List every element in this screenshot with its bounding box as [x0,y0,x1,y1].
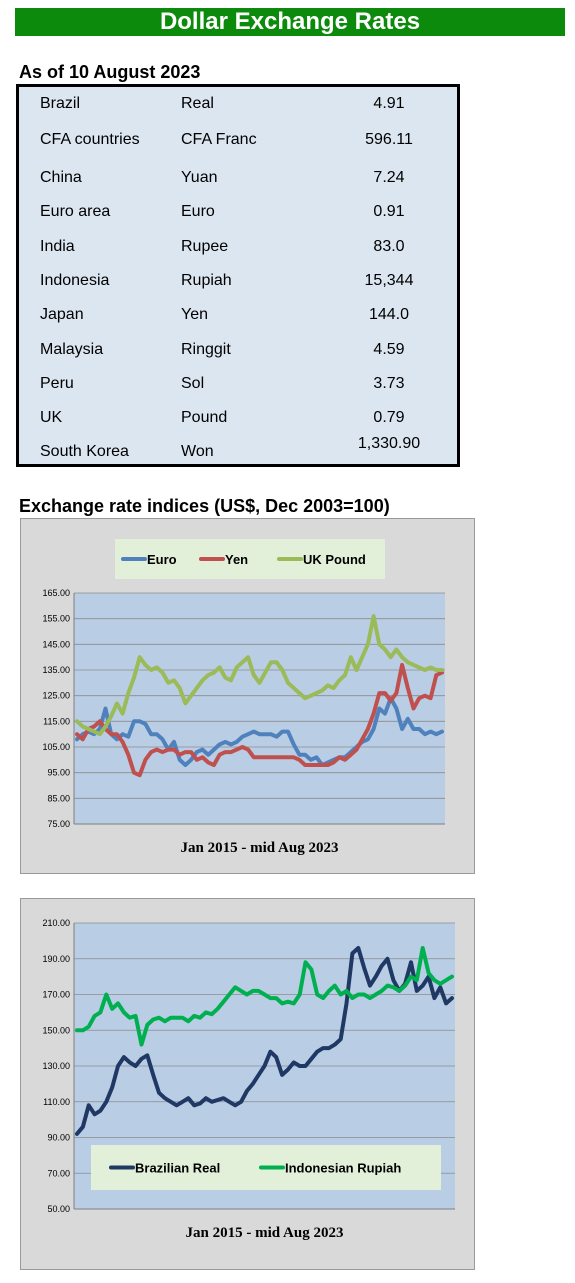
chart-euro-yen-pound-svg: 75.00 85.00 95.00 105.00 115.00 125.00 135.00 1… [42,539,445,856]
currency-cell: Pound [181,409,228,426]
series-line-uk-pound [75,614,444,737]
x-axis-label: Jan 2015 - mid Aug 2023 [186,1225,344,1241]
y-tick-label: 90.00 [47,1133,70,1143]
country-cell: Peru [40,375,74,392]
country-cell: CFA countries [40,131,140,148]
currency-cell: Yuan [181,169,218,186]
country-cell: South Korea [40,443,129,460]
exchange-rate-table: Brazil Real 4.91 CFA countries CFA Franc 596.… [16,84,460,467]
chart-real-rupiah-svg: 50.00 70.00 90.00 110.00 130.00 150.00 170.00 1… [42,918,455,1241]
legend-label: Euro [147,552,177,567]
series-line-brazilian-real [75,946,454,1136]
rate-value-cell: 4.59 [373,341,405,358]
y-tick-label: 105.00 [42,742,70,752]
currency-cell: Euro [181,203,215,220]
currency-cell: CFA Franc [181,131,257,148]
legend-label: UK Pound [303,552,366,567]
country-cell: Indonesia [40,272,110,289]
country-cell: Malaysia [40,341,104,358]
table-row: South Korea Won 1,330.90 [19,435,457,465]
y-tick-label: 130.00 [42,1061,70,1071]
plot-area [74,593,445,824]
y-tick-label: 170.00 [42,990,70,1000]
currency-cell: Rupiah [181,272,232,289]
rate-value-cell: 1,330.90 [357,435,421,452]
series-line-yen [75,662,444,778]
currency-cell: Sol [181,375,205,392]
y-tick-label: 125.00 [42,691,70,701]
rate-value-cell: 7.24 [373,169,405,186]
rate-value-cell: 15,344 [364,272,414,289]
table-row: Brazil Real 4.91 [19,95,457,125]
rate-value-cell: 144.0 [368,306,410,323]
country-cell: Brazil [40,95,81,112]
table-row: Peru Sol 3.73 [19,375,457,405]
y-tick-label: 50.00 [47,1204,70,1214]
y-tick-label: 70.00 [47,1168,70,1178]
rate-value-cell: 596.11 [365,131,413,148]
rate-value-cell: 4.91 [373,95,405,112]
rate-value-cell: 0.79 [373,409,405,426]
currency-cell: Real [181,95,214,112]
currency-cell: Rupee [181,238,229,255]
currency-cell: Yen [181,306,208,323]
table-row: CFA countries CFA Franc 596.11 [19,131,457,161]
table-row: Euro area Euro 0.91 [19,203,457,233]
table-row: India Rupee 83.0 [19,238,457,268]
table-row: China Yuan 7.24 [19,169,457,199]
chart-real-rupiah: 50.00 70.00 90.00 110.00 130.00 150.00 170.00 1… [20,898,475,1270]
rate-value-cell: 3.73 [373,375,405,392]
y-tick-label: 110.00 [43,1097,70,1107]
legend-label: Indonesian Rupiah [285,1161,401,1176]
country-cell: China [40,169,82,186]
rate-value-cell: 0.91 [373,203,405,220]
legend-box [115,539,385,579]
chart-euro-yen-pound: 75.00 85.00 95.00 105.00 115.00 125.00 135.00 1… [20,518,475,874]
country-cell: India [40,238,75,255]
table-row: Indonesia Rupiah 15,344 [19,272,457,302]
y-tick-label: 145.00 [42,639,70,649]
y-tick-label: 150.00 [42,1025,70,1035]
country-cell: Japan [40,306,84,323]
y-tick-label: 190.00 [42,954,70,964]
page-title: Dollar Exchange Rates [15,8,565,36]
y-tick-label: 210.00 [42,918,70,928]
legend-label: Yen [225,552,248,567]
y-tick-label: 135.00 [42,665,70,675]
y-tick-label: 95.00 [47,768,70,778]
as-of-date: As of 10 August 2023 [19,62,201,82]
y-tick-label: 85.00 [47,793,70,803]
country-cell: UK [40,409,63,426]
table-row: Japan Yen 144.0 [19,306,457,336]
y-tick-label: 155.00 [42,614,70,624]
currency-cell: Ringgit [181,341,231,358]
rate-value-cell: 83.0 [373,238,405,255]
indices-title: Exchange rate indices (US$, Dec 2003=100… [19,496,390,516]
y-tick-label: 165.00 [42,588,70,598]
legend-label: Brazilian Real [135,1161,220,1176]
country-cell: Euro area [40,203,111,220]
table-row: Malaysia Ringgit 4.59 [19,341,457,371]
series-line-euro [75,696,444,767]
table-row: UK Pound 0.79 [19,409,457,439]
currency-cell: Won [181,443,214,460]
series-line-indonesian-rupiah [75,946,454,1047]
y-tick-label: 115.00 [43,716,70,726]
y-tick-label: 75.00 [47,819,70,829]
x-axis-label: Jan 2015 - mid Aug 2023 [181,840,339,856]
